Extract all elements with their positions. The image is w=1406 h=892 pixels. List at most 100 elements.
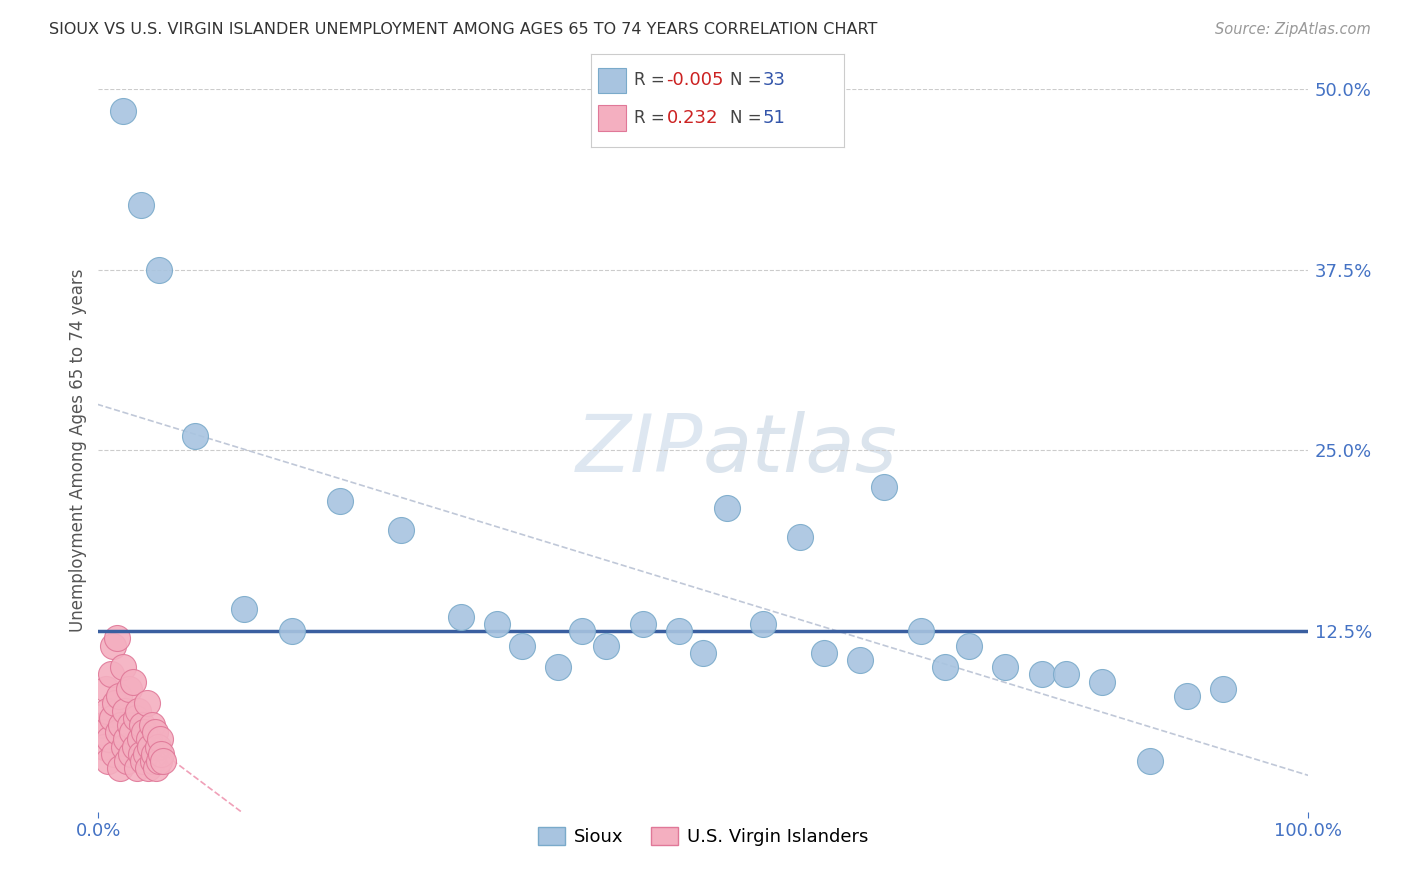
Point <box>934 660 956 674</box>
Point <box>100 711 122 725</box>
Point <box>1212 681 1234 696</box>
Text: ZIP: ZIP <box>575 411 703 490</box>
Point <box>131 718 153 732</box>
Text: -0.005: -0.005 <box>666 71 724 89</box>
Point <box>118 681 141 696</box>
Point <box>571 624 593 639</box>
Point <box>849 653 872 667</box>
Point <box>752 616 775 631</box>
Point <box>135 747 157 761</box>
Point <box>450 609 472 624</box>
Point <box>115 732 138 747</box>
Point <box>873 480 896 494</box>
Text: R =: R = <box>634 71 664 89</box>
Point <box>110 718 132 732</box>
Point <box>134 725 156 739</box>
Point <box>631 616 654 631</box>
Point <box>100 667 122 681</box>
Point <box>132 754 155 768</box>
Point <box>143 725 166 739</box>
Point <box>152 754 174 768</box>
Point <box>716 501 738 516</box>
Point <box>994 660 1017 674</box>
Point <box>108 761 131 775</box>
Point <box>148 262 170 277</box>
Bar <box>598 68 626 94</box>
Point <box>957 639 980 653</box>
Legend: Sioux, U.S. Virgin Islanders: Sioux, U.S. Virgin Islanders <box>530 820 876 854</box>
Point <box>135 696 157 710</box>
Point <box>118 718 141 732</box>
Point <box>1091 674 1114 689</box>
Text: 33: 33 <box>762 71 786 89</box>
Point <box>141 718 163 732</box>
Point <box>93 739 115 754</box>
Point <box>1139 754 1161 768</box>
Point <box>104 696 127 710</box>
Point <box>114 704 136 718</box>
Point <box>692 646 714 660</box>
Text: atlas: atlas <box>703 411 898 490</box>
Point <box>97 754 120 768</box>
Point <box>138 732 160 747</box>
Point <box>91 725 114 739</box>
Point <box>668 624 690 639</box>
Text: SIOUX VS U.S. VIRGIN ISLANDER UNEMPLOYMENT AMONG AGES 65 TO 74 YEARS CORRELATION: SIOUX VS U.S. VIRGIN ISLANDER UNEMPLOYME… <box>49 22 877 37</box>
Point <box>98 732 121 747</box>
Point <box>127 761 149 775</box>
Point <box>1031 667 1053 681</box>
Point <box>108 689 131 703</box>
Point <box>101 639 124 653</box>
Point <box>96 704 118 718</box>
Point <box>105 632 128 646</box>
Point <box>813 646 835 660</box>
Point <box>121 725 143 739</box>
Text: 51: 51 <box>762 109 786 127</box>
Point <box>910 624 932 639</box>
Point <box>107 725 129 739</box>
Point <box>91 718 114 732</box>
Point <box>127 704 149 718</box>
Text: Source: ZipAtlas.com: Source: ZipAtlas.com <box>1215 22 1371 37</box>
Point <box>232 602 254 616</box>
Point <box>184 429 207 443</box>
Point <box>145 761 167 775</box>
Point <box>122 674 145 689</box>
Point <box>148 754 170 768</box>
Point <box>143 747 166 761</box>
Point <box>124 739 146 754</box>
Point <box>120 747 142 761</box>
Point <box>281 624 304 639</box>
Text: N =: N = <box>730 109 761 127</box>
Point <box>789 530 811 544</box>
Point <box>146 739 169 754</box>
Text: R =: R = <box>634 109 664 127</box>
Point <box>142 754 165 768</box>
Point <box>329 494 352 508</box>
Point <box>136 761 159 775</box>
Point <box>125 711 148 725</box>
Text: N =: N = <box>730 71 761 89</box>
Point <box>112 739 135 754</box>
Point <box>117 754 139 768</box>
Point <box>389 523 412 537</box>
Point <box>139 739 162 754</box>
Y-axis label: Unemployment Among Ages 65 to 74 years: Unemployment Among Ages 65 to 74 years <box>69 268 87 632</box>
Point <box>111 103 134 118</box>
Point <box>1054 667 1077 681</box>
Text: 0.232: 0.232 <box>666 109 718 127</box>
Point <box>510 639 533 653</box>
Point <box>1175 689 1198 703</box>
Point <box>486 616 509 631</box>
Point <box>94 681 117 696</box>
Point <box>103 747 125 761</box>
Bar <box>598 105 626 131</box>
Point <box>150 747 173 761</box>
Point <box>129 198 152 212</box>
Point <box>149 732 172 747</box>
Point <box>128 732 150 747</box>
Point <box>547 660 569 674</box>
Point <box>129 747 152 761</box>
Point <box>111 660 134 674</box>
Point <box>595 639 617 653</box>
